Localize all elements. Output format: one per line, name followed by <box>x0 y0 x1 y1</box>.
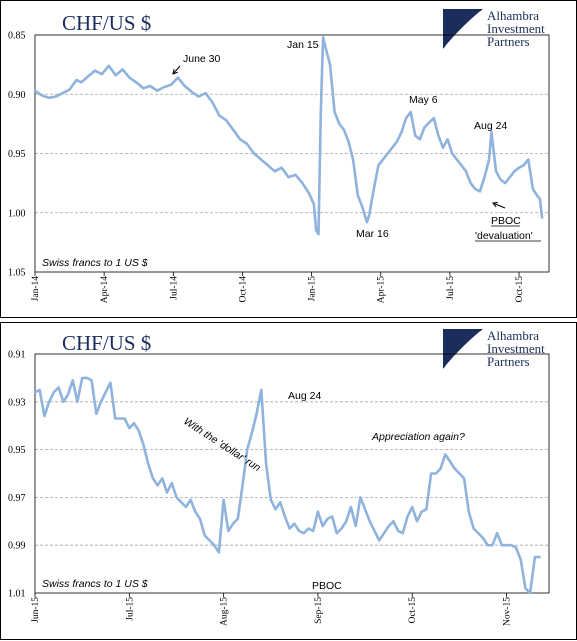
chf-usd-chart-2014-2015: CHF/US $ Alhambra Investment Partners 0.… <box>0 0 577 318</box>
y-tick-label: 0.95 <box>8 445 26 456</box>
x-tick-label: Nov-15 <box>503 597 513 626</box>
chf-usd-chart-jun-nov-2015: CHF/US $ Alhambra Investment Partners 0.… <box>0 322 577 640</box>
annotation-label: Aug 24 <box>474 120 507 132</box>
alhambra-logo-icon <box>443 329 483 369</box>
brand-logo: Alhambra Investment Partners <box>443 328 545 369</box>
panel-frame <box>0 0 577 318</box>
x-tick-label: Oct-14 <box>238 276 248 303</box>
x-tick-label: Jul-15 <box>125 597 135 621</box>
y-tick-label: 0.85 <box>8 31 26 42</box>
brand-line-3: Partners <box>487 354 530 369</box>
units-note: Swiss francs to 1 US $ <box>42 257 148 269</box>
x-tick-label: Jan-15 <box>308 276 318 302</box>
x-tick-label: Oct-15 <box>515 276 525 303</box>
axes-frame <box>34 353 550 594</box>
x-tick-label: Aug-15 <box>220 597 230 626</box>
brand-line-1: Alhambra <box>487 8 539 23</box>
x-tick-label: Jun-15 <box>31 597 41 623</box>
annotation-label: 'devaluation' <box>475 230 533 242</box>
annotation-label: June 30 <box>183 53 221 65</box>
y-tick-label: 0.97 <box>8 493 26 504</box>
alhambra-logo-icon <box>443 9 483 49</box>
brand-line-1: Alhambra <box>487 328 539 343</box>
annotation-label: PBOC <box>491 215 521 227</box>
x-tick-label: Apr-14 <box>100 276 110 303</box>
y-tick-label: 0.90 <box>8 90 26 101</box>
y-tick-label: 1.00 <box>8 208 26 219</box>
brand-line-2: Investment <box>487 21 545 36</box>
y-tick-label: 0.99 <box>8 541 26 552</box>
y-tick-label: 1.05 <box>8 268 26 279</box>
annotation-label: Jan 15 <box>287 39 319 51</box>
x-tick-label: Sep-15 <box>314 597 324 624</box>
annotation-label: PBOC <box>312 580 342 592</box>
y-tick-label: 0.93 <box>8 397 26 408</box>
chart-panel-top: CHF/US $ Alhambra Investment Partners 0.… <box>0 0 577 319</box>
chart-title: CHF/US $ <box>62 331 151 355</box>
panel-frame <box>0 322 577 640</box>
brand-line-3: Partners <box>487 34 530 49</box>
x-tick-label: Jul-15 <box>446 276 456 300</box>
annotation-label: Mar 16 <box>356 228 389 240</box>
annotation-arrowhead <box>172 69 178 75</box>
chf-usd-series-line <box>33 36 544 236</box>
axes-frame <box>34 34 550 273</box>
chart-title: CHF/US $ <box>62 11 151 35</box>
annotation-arrowhead <box>492 201 499 208</box>
chart-panel-bottom: CHF/US $ Alhambra Investment Partners 0.… <box>0 322 577 641</box>
brand-line-2: Investment <box>487 341 545 356</box>
brand-logo: Alhambra Investment Partners <box>443 8 545 49</box>
plot-area: 0.85 0.90 0.95 1.00 1.05 Jan-14 Apr-14 Jul-14 Oc… <box>8 31 550 303</box>
annotation-label: May 6 <box>409 94 438 106</box>
units-note: Swiss francs to 1 US $ <box>42 578 148 590</box>
annotation-arrow <box>492 202 506 209</box>
y-tick-label: 0.91 <box>8 350 26 361</box>
chf-usd-series-line <box>33 376 541 595</box>
x-tick-label: Jan-14 <box>31 276 41 302</box>
x-tick-label: Jul-14 <box>169 276 179 300</box>
y-tick-label: 1.01 <box>8 589 26 600</box>
annotation-label: Appreciation again? <box>371 431 465 443</box>
annotation-label: Aug 24 <box>288 390 321 402</box>
x-tick-label: Apr-15 <box>377 276 387 303</box>
y-tick-label: 0.95 <box>8 149 26 160</box>
x-tick-label: Oct-15 <box>408 597 418 624</box>
annotation-arrow <box>172 65 181 75</box>
